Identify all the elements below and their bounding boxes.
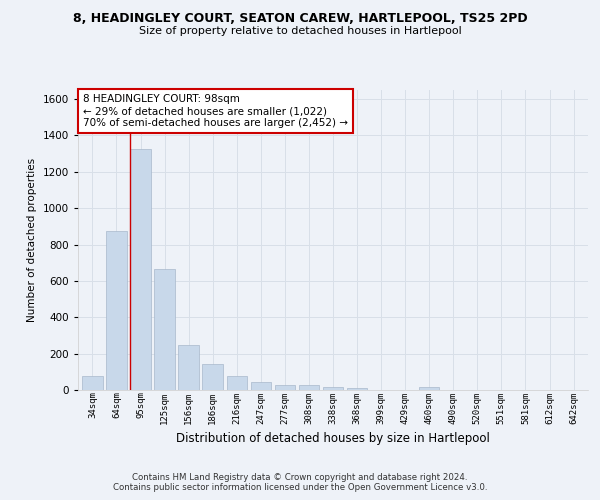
Bar: [299, 386, 319, 390]
Bar: [275, 386, 295, 390]
Bar: [178, 346, 199, 390]
Bar: [419, 388, 439, 390]
Bar: [251, 382, 271, 390]
Bar: [154, 269, 175, 390]
Text: Size of property relative to detached houses in Hartlepool: Size of property relative to detached ho…: [139, 26, 461, 36]
Text: 8, HEADINGLEY COURT, SEATON CAREW, HARTLEPOOL, TS25 2PD: 8, HEADINGLEY COURT, SEATON CAREW, HARTL…: [73, 12, 527, 26]
Bar: [106, 231, 127, 390]
Y-axis label: Number of detached properties: Number of detached properties: [27, 158, 37, 322]
Bar: [202, 364, 223, 390]
Bar: [347, 388, 367, 390]
Bar: [130, 149, 151, 390]
Text: 8 HEADINGLEY COURT: 98sqm
← 29% of detached houses are smaller (1,022)
70% of se: 8 HEADINGLEY COURT: 98sqm ← 29% of detac…: [83, 94, 348, 128]
Bar: [227, 376, 247, 390]
Bar: [82, 376, 103, 390]
Bar: [323, 388, 343, 390]
Text: Contains HM Land Registry data © Crown copyright and database right 2024.
Contai: Contains HM Land Registry data © Crown c…: [113, 473, 487, 492]
X-axis label: Distribution of detached houses by size in Hartlepool: Distribution of detached houses by size …: [176, 432, 490, 445]
